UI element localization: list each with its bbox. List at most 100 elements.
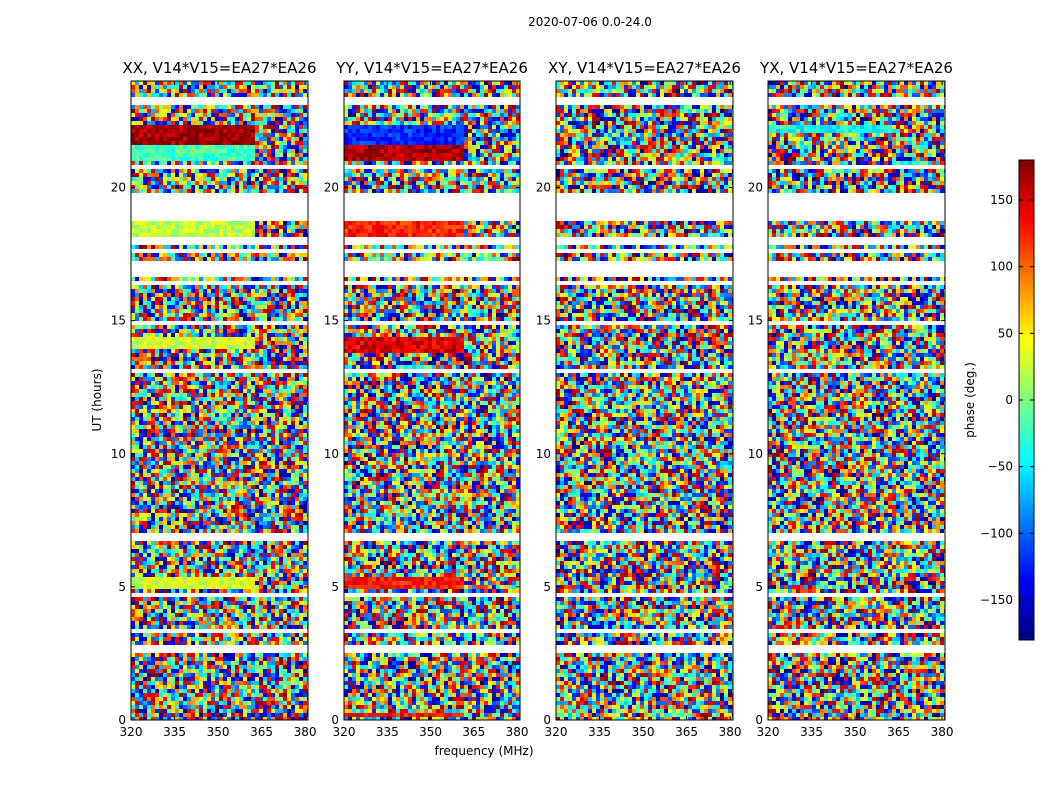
panel-xx-cell bbox=[211, 169, 215, 173]
panel-xx-cell bbox=[135, 185, 139, 189]
panel-xx-cell bbox=[275, 153, 279, 157]
panel-xx-cell bbox=[151, 293, 155, 297]
panel-xx-cell bbox=[207, 357, 211, 361]
panel-xx-cell bbox=[279, 121, 283, 125]
panel-xx-cell bbox=[179, 421, 183, 425]
panel-xx-cell bbox=[135, 225, 139, 229]
panel-xx-cell bbox=[187, 325, 191, 329]
panel-xx-cell bbox=[263, 117, 267, 121]
panel-xx-cell bbox=[291, 417, 295, 421]
panel-xx-cell bbox=[219, 501, 223, 505]
panel-xx-cell bbox=[259, 541, 263, 545]
panel-xx-cell bbox=[235, 569, 239, 573]
panel-xx-cell bbox=[303, 577, 307, 581]
panel-xx-cell bbox=[135, 485, 139, 489]
panel-xx-cell bbox=[167, 585, 171, 589]
panel-xx-cell bbox=[163, 157, 167, 161]
panel-xx-cell bbox=[239, 581, 243, 585]
panel-xx-cell bbox=[291, 253, 295, 257]
panel-xx-cell bbox=[159, 517, 163, 521]
panel-xx-cell bbox=[223, 317, 227, 321]
panel-xx-cell bbox=[259, 505, 263, 509]
panel-xx-cell bbox=[279, 285, 283, 289]
panel-xx-cell bbox=[179, 565, 183, 569]
panel-xx-cell bbox=[207, 93, 211, 97]
panel-xx-cell bbox=[235, 489, 239, 493]
panel-xx-cell bbox=[223, 349, 227, 353]
panel-xx-cell bbox=[227, 613, 231, 617]
panel-xx-cell bbox=[231, 449, 235, 453]
panel-xx-cell bbox=[175, 141, 179, 145]
panel-xx-cell bbox=[283, 117, 287, 121]
panel-xx-cell bbox=[299, 565, 303, 569]
panel-xx-cell bbox=[147, 405, 151, 409]
panel-xx-cell bbox=[135, 289, 139, 293]
panel-xx-cell bbox=[159, 413, 163, 417]
panel-xx-cell bbox=[155, 389, 159, 393]
panel-xx-cell bbox=[171, 389, 175, 393]
panel-xx-cell bbox=[195, 541, 199, 545]
panel-xx-cell bbox=[159, 153, 163, 157]
panel-xx-cell bbox=[143, 469, 147, 473]
panel-xx-cell bbox=[143, 557, 147, 561]
panel-xx-cell bbox=[247, 169, 251, 173]
panel-xx-cell bbox=[291, 429, 295, 433]
panel-xx-cell bbox=[203, 121, 207, 125]
panel-xx-cell bbox=[191, 93, 195, 97]
panel-xx-cell bbox=[131, 553, 135, 557]
panel-xx-cell bbox=[199, 301, 203, 305]
panel-xx-cell bbox=[203, 129, 207, 133]
panel-xx-cell bbox=[191, 229, 195, 233]
panel-xx-cell bbox=[303, 161, 307, 165]
panel-xx-cell bbox=[179, 465, 183, 469]
panel-xx-cell bbox=[175, 325, 179, 329]
panel-xx-cell bbox=[159, 569, 163, 573]
panel-xx-cell bbox=[171, 577, 175, 581]
panel-xx-cell bbox=[263, 441, 267, 445]
panel-xx-cell bbox=[191, 609, 195, 613]
panel-xx-cell bbox=[263, 529, 267, 533]
panel-xx-cell bbox=[283, 169, 287, 173]
panel-xx-cell bbox=[203, 553, 207, 557]
panel-xx-cell bbox=[291, 117, 295, 121]
panel-xx-cell bbox=[131, 325, 135, 329]
panel-xx-cell bbox=[279, 413, 283, 417]
panel-xx-cell bbox=[227, 405, 231, 409]
panel-xx-cell bbox=[287, 185, 291, 189]
panel-xx-cell bbox=[143, 393, 147, 397]
panel-xx-cell bbox=[171, 233, 175, 237]
panel-xx-cell bbox=[251, 417, 255, 421]
panel-xx-cell bbox=[151, 421, 155, 425]
panel-xx-cell bbox=[247, 329, 251, 333]
panel-xx-cell bbox=[215, 377, 219, 381]
panel-xx-cell bbox=[207, 605, 211, 609]
panel-xx-cell bbox=[211, 329, 215, 333]
panel-xx-cell bbox=[199, 125, 203, 129]
panel-xx-cell bbox=[283, 361, 287, 365]
panel-xx-cell bbox=[235, 305, 239, 309]
panel-xx-cell bbox=[139, 441, 143, 445]
panel-xx-cell bbox=[219, 505, 223, 509]
panel-xx-cell bbox=[211, 81, 215, 85]
panel-xx-cell bbox=[231, 489, 235, 493]
panel-xx-cell bbox=[183, 477, 187, 481]
panel-xx-cell bbox=[247, 433, 251, 437]
panel-xx-cell bbox=[291, 509, 295, 513]
panel-xx-cell bbox=[147, 421, 151, 425]
panel-xx-cell bbox=[279, 221, 283, 225]
panel-xx-cell bbox=[179, 233, 183, 237]
panel-xx-cell bbox=[235, 277, 239, 281]
panel-xx-cell bbox=[227, 469, 231, 473]
panel-xx-cell bbox=[207, 385, 211, 389]
panel-xx-cell bbox=[243, 525, 247, 529]
panel-xx-cell bbox=[215, 549, 219, 553]
panel-xx-cell bbox=[171, 561, 175, 565]
panel-xx-cell bbox=[211, 549, 215, 553]
panel-xx-cell bbox=[167, 365, 171, 369]
panel-xx-cell bbox=[199, 473, 203, 477]
panel-xx-cell bbox=[283, 505, 287, 509]
panel-xx-cell bbox=[275, 389, 279, 393]
panel-xx-cell bbox=[135, 557, 139, 561]
panel-xx-cell bbox=[215, 253, 219, 257]
panel-xx-cell bbox=[147, 389, 151, 393]
